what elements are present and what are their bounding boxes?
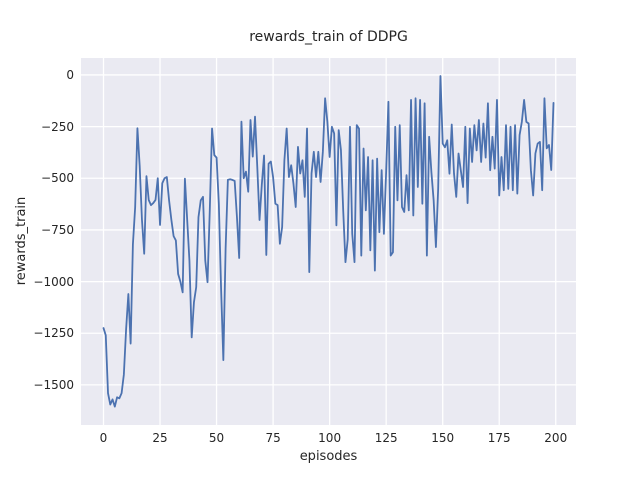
plot-canvas [81,58,576,425]
x-tick-label: 200 [544,431,568,445]
y-tick-label: −250 [41,119,74,134]
chart-title: rewards_train of DDPG [249,29,408,45]
data-line [102,75,555,408]
y-axis-label-text: rewards_train [14,196,29,286]
plot-area [81,58,576,425]
y-tick-label: 0 [66,67,74,82]
y-tick-label: −1250 [33,326,74,341]
x-tick-label: 0 [99,431,108,445]
x-tick-label: 75 [265,431,281,445]
y-tick-label: −500 [41,171,74,186]
gridlines [81,58,576,425]
x-axis-label: episodes [299,449,358,464]
x-tick-label: 175 [487,431,511,445]
series-rewards_train [102,75,555,408]
x-tick-label: 100 [318,431,342,445]
x-tick-label: 125 [374,431,398,445]
y-tick-label: −1000 [33,274,74,289]
y-tick-label: −1500 [33,377,74,392]
x-tick-label: 25 [152,431,168,445]
x-tick-label: 150 [431,431,455,445]
x-tick-label: 50 [208,431,225,445]
y-tick-label: −750 [41,222,74,237]
